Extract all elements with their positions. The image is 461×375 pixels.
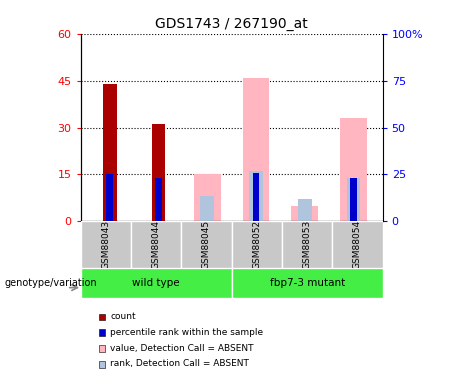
Bar — [231, 221, 282, 268]
Text: GSM88044: GSM88044 — [152, 220, 161, 269]
Bar — [81, 221, 131, 268]
Bar — [194, 174, 221, 221]
Bar — [242, 78, 269, 221]
Bar — [253, 172, 260, 221]
Text: GSM88052: GSM88052 — [252, 220, 261, 269]
Bar — [282, 221, 332, 268]
Text: genotype/variation: genotype/variation — [5, 279, 97, 288]
Text: GSM88043: GSM88043 — [101, 220, 110, 269]
Bar — [340, 118, 367, 221]
Bar — [181, 221, 232, 268]
Text: GSM88053: GSM88053 — [302, 220, 312, 269]
Text: rank, Detection Call = ABSENT: rank, Detection Call = ABSENT — [110, 359, 249, 368]
Text: value, Detection Call = ABSENT: value, Detection Call = ABSENT — [110, 344, 254, 352]
Bar — [332, 221, 383, 268]
Bar — [131, 221, 181, 268]
Bar — [152, 124, 165, 221]
Bar — [298, 200, 312, 221]
Bar — [350, 178, 357, 221]
Text: GSM88045: GSM88045 — [202, 220, 211, 269]
Bar — [249, 171, 263, 221]
Bar — [347, 177, 360, 221]
Text: GSM88054: GSM88054 — [353, 220, 362, 269]
Bar — [155, 178, 162, 221]
Bar — [81, 268, 231, 298]
Title: GDS1743 / 267190_at: GDS1743 / 267190_at — [155, 17, 308, 32]
Bar — [231, 268, 383, 298]
Text: wild type: wild type — [132, 278, 180, 288]
Bar — [103, 84, 117, 221]
Bar — [291, 206, 318, 221]
Text: fbp7-3 mutant: fbp7-3 mutant — [270, 278, 345, 288]
Bar — [106, 174, 113, 221]
Text: count: count — [110, 312, 136, 321]
Bar — [201, 196, 214, 221]
Text: percentile rank within the sample: percentile rank within the sample — [110, 328, 263, 337]
